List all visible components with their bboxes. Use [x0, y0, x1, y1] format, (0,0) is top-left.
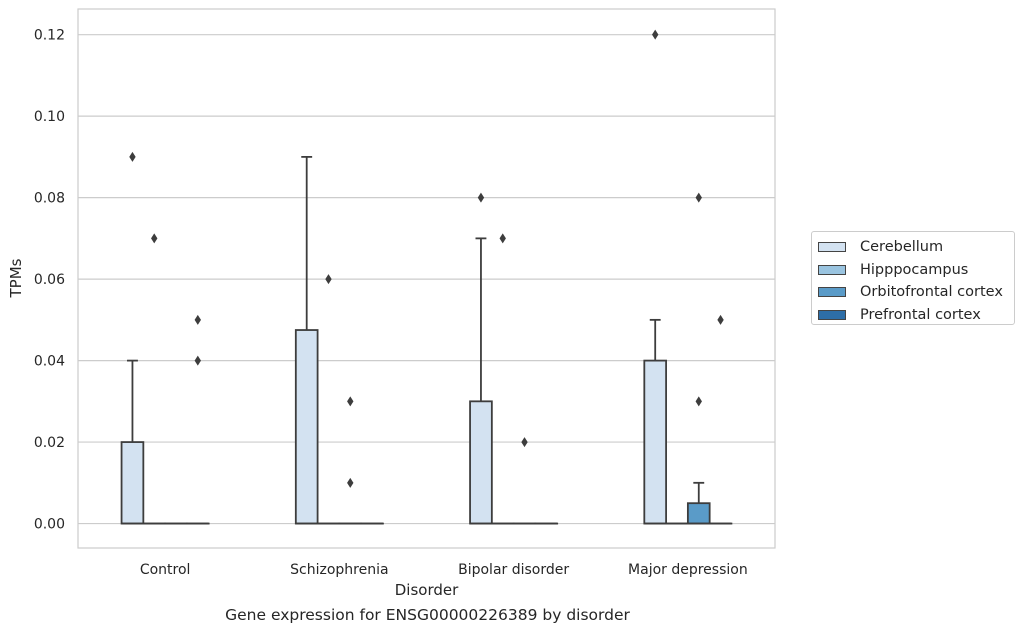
x-axis-ticks: Control Schizophrenia Bipolar disorder Majo…	[140, 562, 748, 578]
outlier-point	[695, 396, 702, 407]
legend-label: Prefrontal cortex	[860, 306, 981, 323]
legend-swatch	[818, 309, 846, 320]
plot-frame	[77, 8, 776, 549]
legend-swatch	[818, 287, 846, 298]
box-cerebellum-0	[120, 151, 145, 525]
box-orbitofrontal-cortex-3	[686, 192, 711, 525]
box-prefrontal-cortex-0	[186, 314, 210, 525]
box	[120, 441, 145, 525]
legend-item: Hipppocampus	[818, 259, 1014, 282]
legend-swatch	[818, 242, 846, 253]
x-tick-label: Bipolar disorder	[458, 562, 569, 578]
legend-item: Prefrontal cortex	[818, 304, 1014, 327]
outlier-point	[521, 437, 528, 448]
legend-swatch	[818, 264, 846, 275]
outlier-point	[695, 192, 702, 203]
y-tick-label: 0.04	[34, 354, 65, 370]
box	[469, 400, 493, 525]
outlier-point	[129, 151, 136, 162]
box	[643, 359, 667, 525]
outlier-point	[499, 233, 506, 244]
y-axis-ticks: 0.00 0.02 0.04 0.06 0.08 0.10 0.12	[34, 28, 65, 533]
legend-label: Orbitofrontal cortex	[860, 284, 1003, 301]
box-hipppocampus-1	[316, 274, 341, 525]
x-tick-label: Major depression	[628, 562, 748, 578]
legend-label: Hipppocampus	[860, 261, 969, 278]
box-plots	[120, 29, 733, 525]
x-axis-label: Disorder	[395, 581, 459, 599]
y-tick-label: 0.02	[34, 435, 65, 451]
box-cerebellum-2	[469, 192, 493, 525]
box	[294, 329, 319, 525]
outlier-point	[477, 192, 485, 203]
box-hipppocampus-0	[142, 233, 167, 525]
box-orbitofrontal-cortex-1	[338, 396, 363, 525]
legend-item: Orbitofrontal cortex	[818, 281, 1014, 304]
y-tick-label: 0.00	[34, 517, 65, 533]
outlier-point	[347, 477, 354, 488]
outlier-point	[194, 314, 201, 325]
legend-label: Cerebellum	[860, 239, 944, 256]
gridlines	[78, 34, 775, 525]
box	[686, 502, 711, 525]
box-orbitofrontal-cortex-2	[512, 437, 537, 525]
y-tick-label: 0.10	[34, 109, 65, 125]
outlier-point	[325, 274, 332, 285]
outlier-point	[194, 355, 201, 366]
box-cerebellum-3	[643, 29, 667, 525]
legend: Cerebellum Hipppocampus Orbitofrontal cort…	[811, 231, 1015, 325]
box-hipppocampus-2	[490, 233, 515, 525]
box-cerebellum-1	[294, 155, 319, 525]
y-tick-label: 0.06	[34, 272, 65, 288]
x-tick-label: Schizophrenia	[290, 562, 388, 578]
y-axis-label: TPMs	[7, 258, 25, 298]
outlier-point	[151, 233, 158, 244]
outlier-point	[347, 396, 354, 407]
x-tick-label: Control	[140, 562, 191, 578]
chart-caption: Gene expression for ENSG00000226389 by d…	[225, 606, 630, 624]
outlier-point	[717, 314, 724, 325]
y-tick-label: 0.08	[34, 191, 65, 207]
legend-item: Cerebellum	[818, 236, 1014, 259]
box-prefrontal-cortex-3	[708, 314, 733, 525]
outlier-point	[652, 29, 659, 40]
y-tick-label: 0.12	[34, 28, 65, 44]
